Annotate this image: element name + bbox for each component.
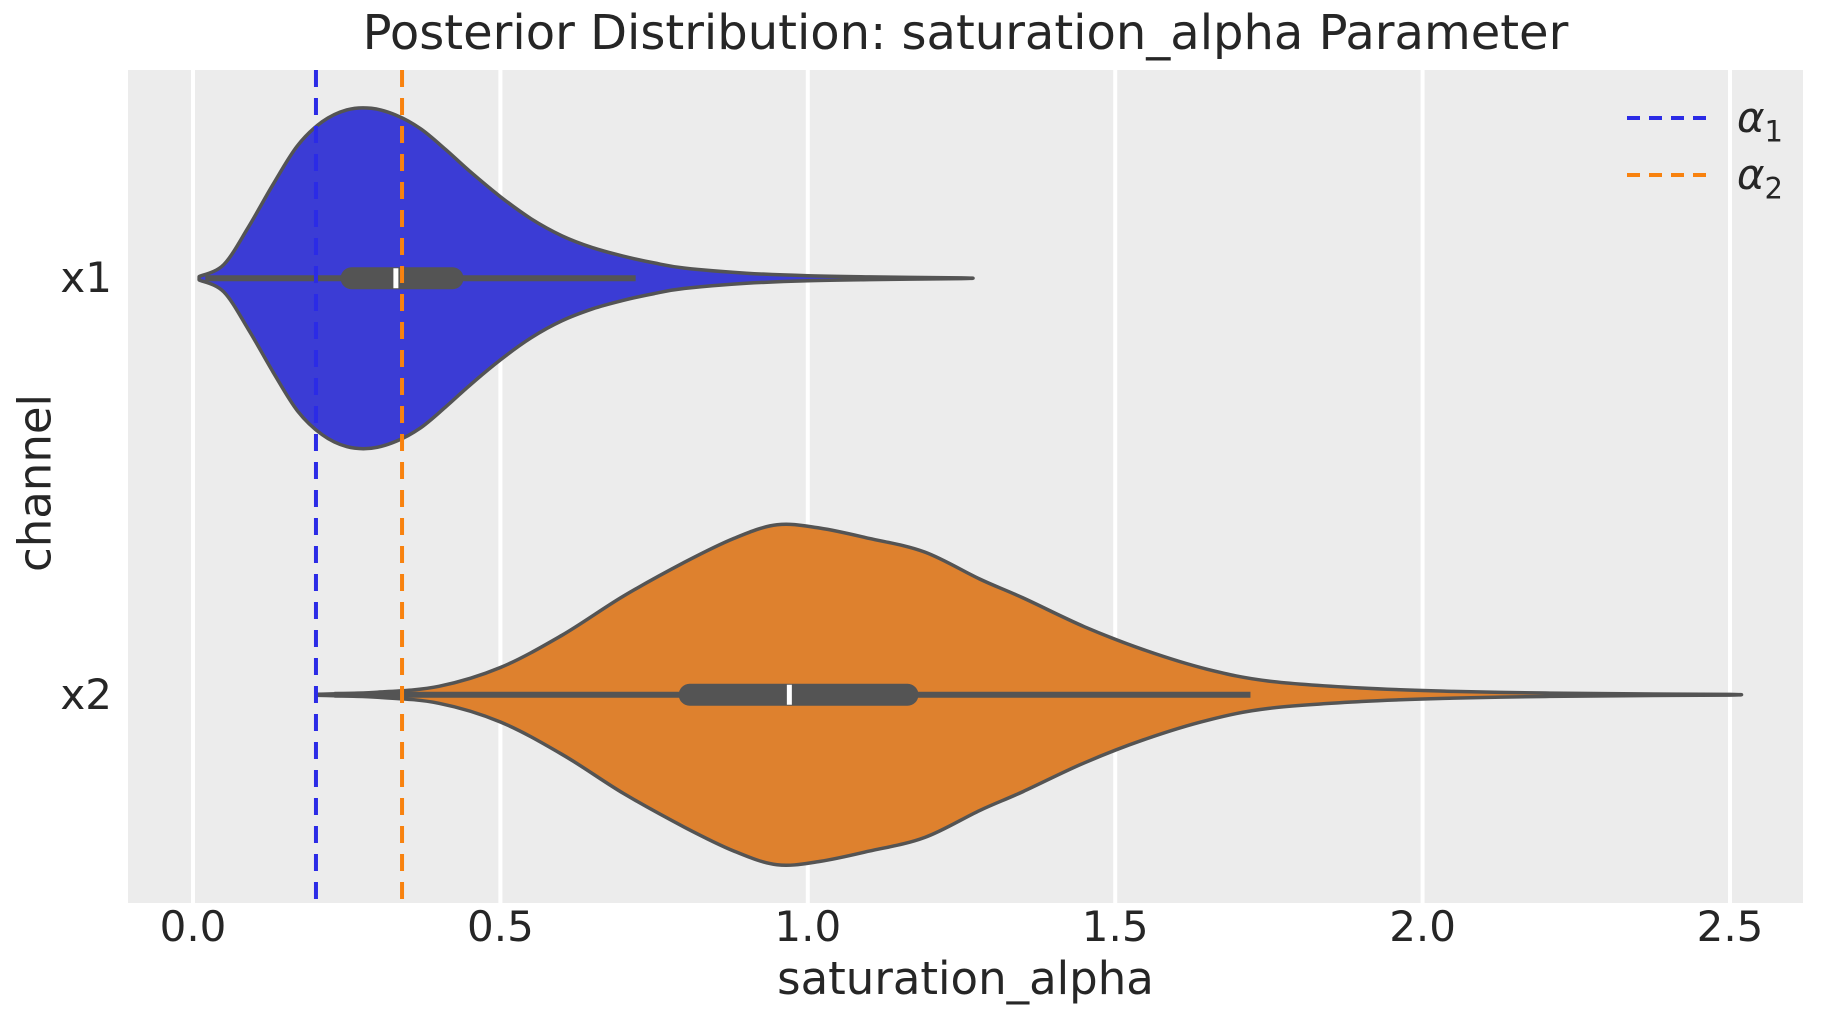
x-tick-label: 2.0 [1389,902,1456,951]
legend-dash-sample [1626,116,1707,120]
median-tick-x1 [393,268,399,289]
x-tick-label: 1.0 [774,902,842,951]
legend-item: α2 [1626,150,1783,206]
plot-area: α1 α2 [128,70,1803,903]
median-tick-x2 [786,684,792,705]
x-axis-label: saturation_alpha [777,952,1154,1005]
legend-label: α2 [1736,150,1783,206]
chart-title: Posterior Distribution: saturation_alpha… [362,5,1569,61]
legend-dash-sample [1626,173,1707,177]
violin-chart-canvas [191,70,1744,903]
x-tick-label: 0.5 [466,902,534,951]
x-tick-label: 1.5 [1081,902,1149,951]
y-axis-label: channel [8,393,62,573]
x-tick-label: 2.5 [1696,902,1764,951]
y-tick-label-x1: x1 [60,253,112,303]
legend-item: α1 [1626,93,1783,149]
legend: α1 α2 [1626,93,1783,206]
x-tick-label: 0.0 [159,902,227,951]
iqr-box-x2 [678,683,919,706]
legend-label: α1 [1736,93,1783,149]
y-tick-label-x2: x2 [60,669,112,719]
